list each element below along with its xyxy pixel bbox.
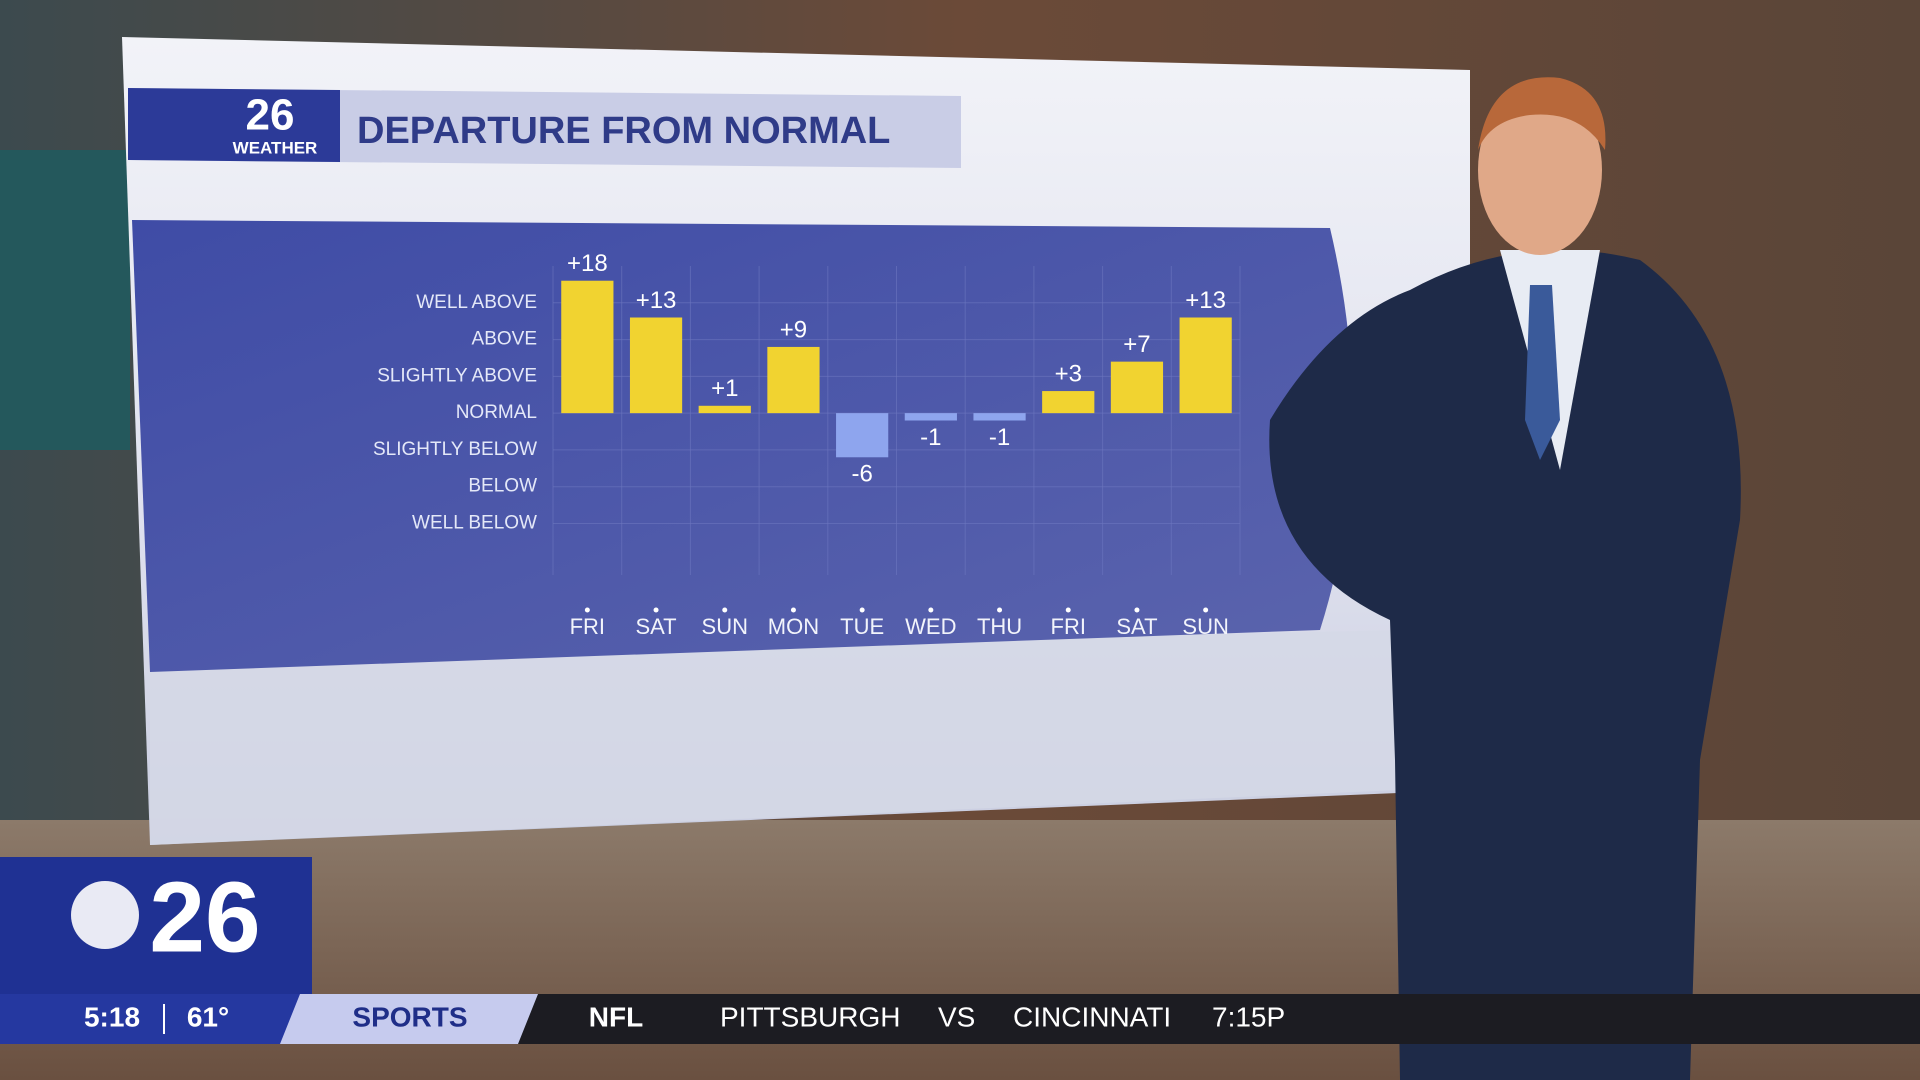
x-tick-dot: [653, 607, 659, 613]
value-label: +13: [636, 287, 677, 314]
ticker-temperature: 61°: [187, 1001, 229, 1032]
chart-title: DEPARTURE FROM NORMAL: [357, 110, 890, 152]
station-peacock: [71, 881, 139, 949]
presenter-tie: [1525, 285, 1560, 460]
x-tick-label: FRI: [1051, 614, 1086, 639]
x-tick-label: SUN: [1182, 614, 1228, 639]
chart: WELL ABOVE ABOVE SLIGHTLY ABOVE NORMAL SLIGH…: [373, 250, 1241, 639]
ticker-time: 5:18: [84, 1001, 140, 1032]
presenter: [1269, 77, 1741, 1080]
x-tick-label: SAT: [1116, 614, 1157, 639]
y-tick-label: BELOW: [468, 476, 537, 497]
presenter-hair: [1478, 77, 1606, 150]
bar: [1042, 391, 1095, 414]
chart-panel: [132, 220, 1353, 672]
value-label: -1: [989, 424, 1010, 451]
logo-number: 26: [246, 91, 295, 140]
x-tick-dot: [1203, 607, 1209, 613]
bar: [1110, 361, 1164, 414]
x-tick-dot: [1065, 607, 1071, 613]
ticker-team2: CINCINNATI: [1013, 1001, 1171, 1032]
x-tick-label: WED: [905, 614, 956, 639]
value-label: +3: [1055, 360, 1082, 387]
bar: [836, 413, 889, 458]
ticker-section-box: [280, 994, 538, 1044]
x-tick-label: MON: [768, 614, 819, 639]
title-logo-box: [128, 88, 340, 162]
x-tick-label: FRI: [570, 614, 605, 639]
ticker-team1: PITTSBURGH: [720, 1001, 900, 1032]
station-logo-box: [0, 857, 312, 997]
x-tick-label: THU: [977, 614, 1022, 639]
y-tick-label: ABOVE: [472, 329, 537, 350]
y-tick-label: SLIGHTLY BELOW: [373, 439, 537, 460]
y-tick-label: SLIGHTLY ABOVE: [377, 365, 537, 386]
x-tick-dot: [790, 607, 796, 613]
bar: [767, 346, 820, 414]
x-tick-dot: [997, 607, 1003, 613]
value-label: +1: [711, 375, 738, 402]
x-tick-dot: [859, 607, 865, 613]
bar: [1179, 317, 1232, 414]
bar: [561, 280, 614, 414]
ticker-section: SPORTS: [352, 1001, 467, 1032]
value-label: +9: [780, 316, 807, 343]
presenter-suit: [1269, 250, 1741, 1080]
y-tick-label: NORMAL: [456, 402, 537, 423]
ticker-league: NFL: [589, 1001, 643, 1032]
bar: [698, 405, 751, 414]
x-tick-dot: [584, 607, 590, 613]
y-tick-label: WELL BELOW: [412, 513, 537, 534]
x-tick-dot: [928, 607, 934, 613]
x-tick-dot: [1134, 607, 1140, 613]
presenter-head: [1478, 85, 1602, 255]
ticker-vs: VS: [938, 1001, 975, 1032]
x-tick-label: SUN: [702, 614, 748, 639]
y-tick-label: WELL ABOVE: [416, 292, 537, 313]
ticker-game-time: 7:15P: [1212, 1001, 1285, 1032]
clouds: [150, 630, 1400, 845]
bar: [629, 317, 683, 414]
value-label: -6: [851, 461, 872, 488]
x-tick-label: SAT: [635, 614, 676, 639]
value-label: +13: [1185, 287, 1226, 314]
bar: [904, 413, 957, 421]
studio-screen: [0, 150, 130, 450]
logo-label: WEATHER: [233, 138, 318, 157]
x-tick-label: TUE: [840, 614, 884, 639]
station-number: 26: [149, 861, 260, 973]
bar: [973, 413, 1026, 421]
ticker-clock-box: [0, 994, 300, 1044]
x-tick-dot: [722, 607, 728, 613]
value-label: +18: [567, 250, 608, 277]
value-label: +7: [1123, 331, 1150, 358]
value-label: -1: [920, 424, 941, 451]
